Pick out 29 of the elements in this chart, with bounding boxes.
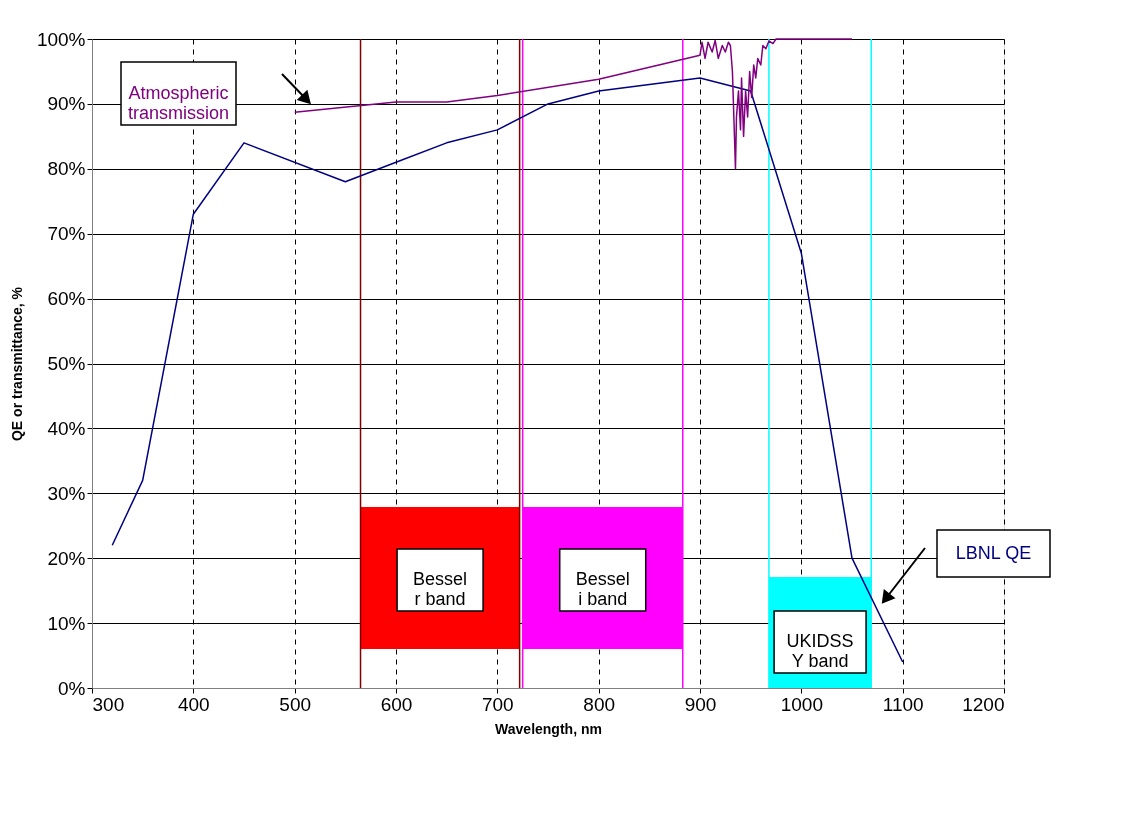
x-tick-label: 700 <box>481 693 514 715</box>
y-tick-label: 0% <box>58 677 86 699</box>
text: Atmospheric transmission <box>127 82 230 123</box>
x-tick-label: 400 <box>177 693 210 715</box>
y-tick-label: 10% <box>47 612 86 634</box>
x-tick-label: 500 <box>279 693 312 715</box>
band-label: Bessel i band <box>575 569 630 609</box>
y-tick-label: 90% <box>47 93 86 115</box>
y-axis-title: QE or transmittance, % <box>8 286 25 442</box>
x-tick-label: 1100 <box>882 693 924 715</box>
line-series <box>293 38 853 170</box>
y-tick-label: 100% <box>36 28 86 50</box>
x-tick-label: 900 <box>684 693 717 715</box>
band-label: UKIDSS Y band <box>786 631 854 671</box>
y-tick-label: 60% <box>47 288 86 310</box>
band-label: Bessel r band <box>413 569 468 609</box>
x-tick-label: 300 <box>92 693 125 715</box>
x-tick-label: 1000 <box>780 693 823 715</box>
y-tick-label: 40% <box>47 417 86 439</box>
x-tick-label: 600 <box>380 693 413 715</box>
x-tick-label: 800 <box>583 693 616 715</box>
x-axis-title: Wavelength, nm <box>495 720 602 737</box>
y-tick-label: 30% <box>47 482 86 504</box>
x-tick-label: 1200 <box>962 693 1005 715</box>
y-tick-label: 70% <box>47 223 86 245</box>
y-tick-label: 20% <box>47 547 86 569</box>
y-tick-label: 80% <box>47 158 86 180</box>
text: LBNL QE <box>955 542 1032 563</box>
y-tick-label: 50% <box>47 353 86 374</box>
